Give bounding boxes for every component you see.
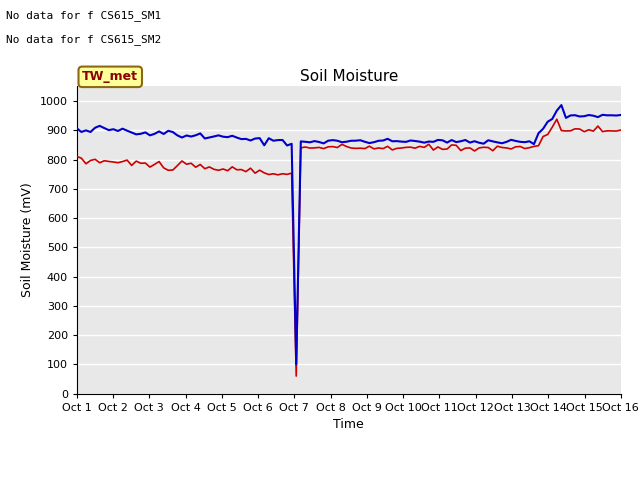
Text: TW_met: TW_met — [82, 71, 138, 84]
Title: Soil Moisture: Soil Moisture — [300, 69, 398, 84]
X-axis label: Time: Time — [333, 418, 364, 431]
Y-axis label: Soil Moisture (mV): Soil Moisture (mV) — [21, 182, 34, 298]
Text: No data for f CS615_SM1: No data for f CS615_SM1 — [6, 10, 162, 21]
Text: No data for f CS615_SM2: No data for f CS615_SM2 — [6, 34, 162, 45]
